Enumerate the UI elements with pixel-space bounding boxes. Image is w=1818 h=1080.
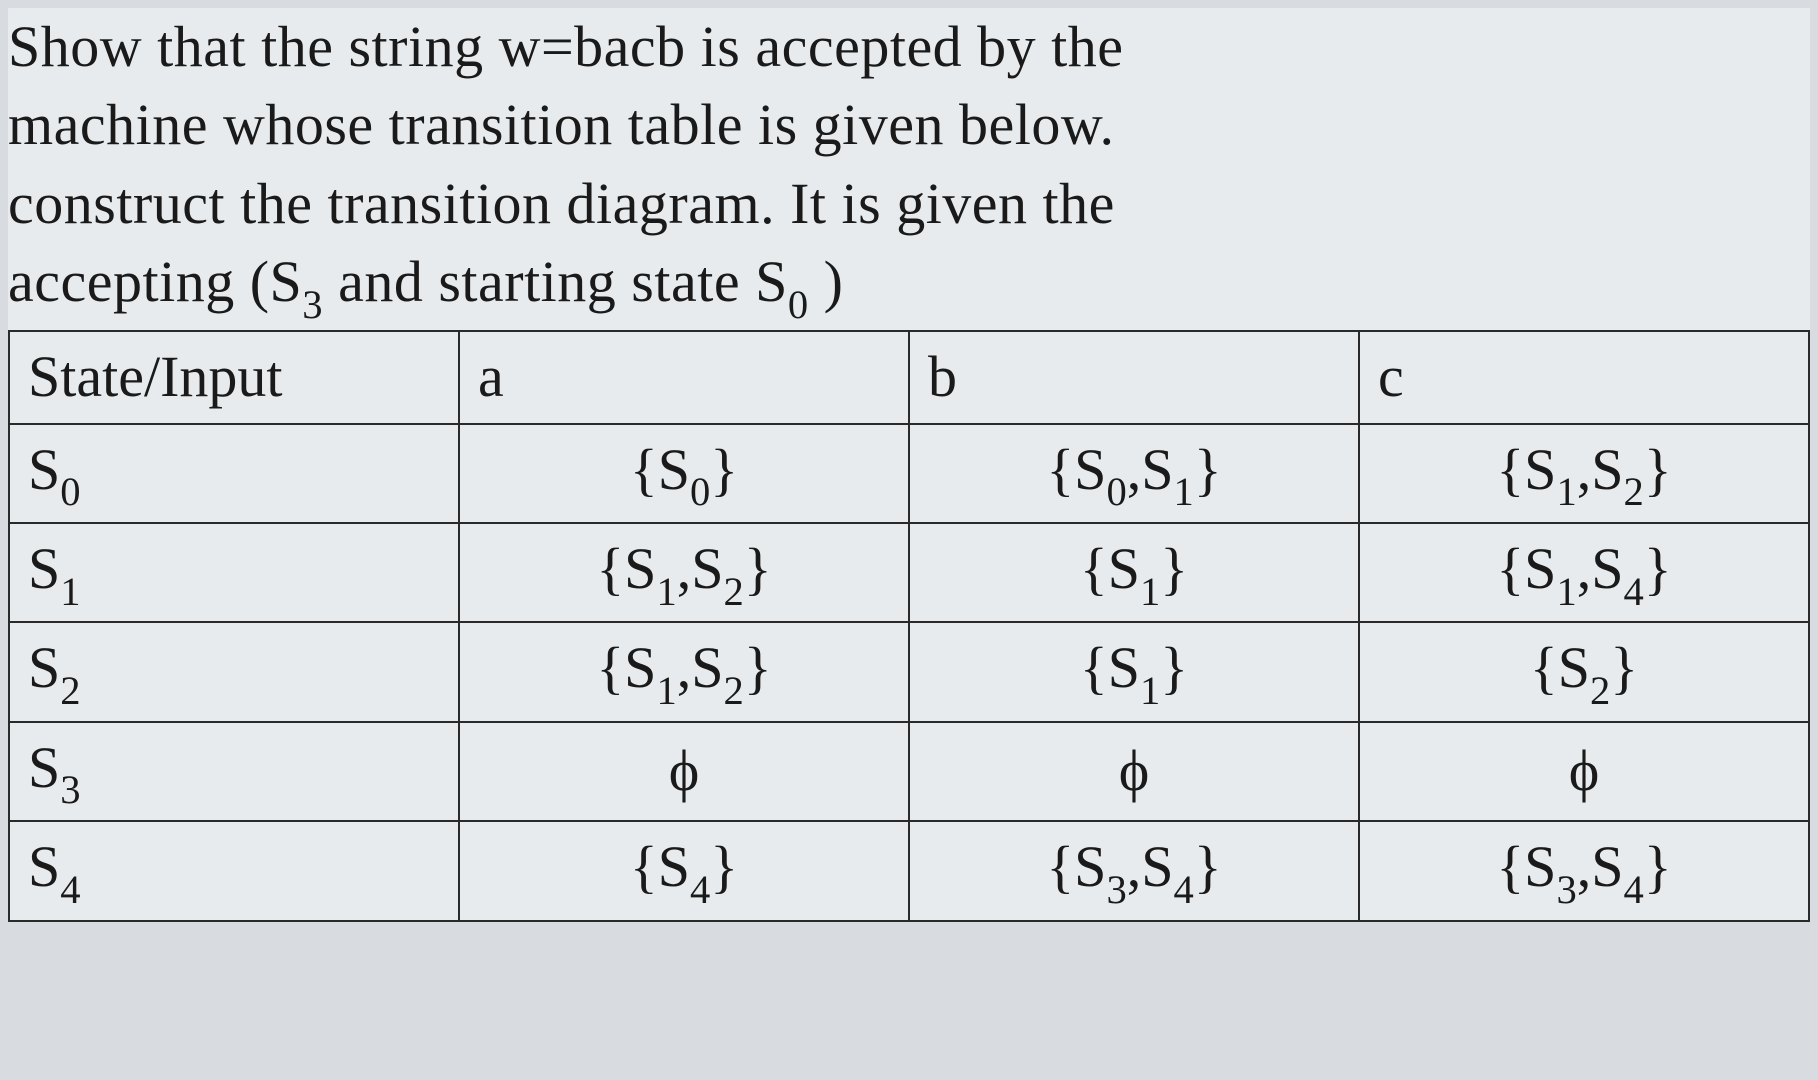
state-cell: S4	[9, 821, 459, 920]
cell-a: {S4}	[459, 821, 909, 920]
cell-c: {S1,S2}	[1359, 424, 1809, 523]
header-b: b	[909, 331, 1359, 423]
table-row: S1 {S1,S2} {S1} {S1,S4}	[9, 523, 1809, 622]
table-row: S3 ϕ ϕ ϕ	[9, 722, 1809, 821]
cell-c: {S3,S4}	[1359, 821, 1809, 920]
cell-c: {S2}	[1359, 622, 1809, 721]
document-page: Show that the string w=bacb is accepted …	[8, 8, 1810, 922]
cell-b: {S0,S1}	[909, 424, 1359, 523]
cell-c: ϕ	[1359, 722, 1809, 821]
cell-b: {S3,S4}	[909, 821, 1359, 920]
prompt-line-2: machine whose transition table is given …	[8, 86, 1810, 164]
prompt-line-4-prefix: accepting (S	[8, 249, 302, 314]
cell-b: ϕ	[909, 722, 1359, 821]
prompt-line-1: Show that the string w=bacb is accepted …	[8, 8, 1810, 86]
state-cell: S1	[9, 523, 459, 622]
table-row: S0 {S0} {S0,S1} {S1,S2}	[9, 424, 1809, 523]
state-cell: S2	[9, 622, 459, 721]
transition-table: State/Input a b c S0 {S0} {S0,S1} {S1,S2…	[8, 330, 1810, 921]
prompt-sub-0: 0	[788, 282, 809, 327]
cell-a: {S0}	[459, 424, 909, 523]
header-c: c	[1359, 331, 1809, 423]
prompt-line-4-mid: and starting state S	[323, 249, 788, 314]
cell-b: {S1}	[909, 622, 1359, 721]
header-a: a	[459, 331, 909, 423]
cell-a: {S1,S2}	[459, 523, 909, 622]
prompt-line-3: construct the transition diagram. It is …	[8, 165, 1810, 243]
table-row: S4 {S4} {S3,S4} {S3,S4}	[9, 821, 1809, 920]
cell-a: ϕ	[459, 722, 909, 821]
table-header-row: State/Input a b c	[9, 331, 1809, 423]
state-cell: S0	[9, 424, 459, 523]
table-row: S2 {S1,S2} {S1} {S2}	[9, 622, 1809, 721]
prompt-line-4-suffix: )	[809, 249, 844, 314]
prompt-sub-3: 3	[302, 282, 323, 327]
cell-c: {S1,S4}	[1359, 523, 1809, 622]
cell-a: {S1,S2}	[459, 622, 909, 721]
cell-b: {S1}	[909, 523, 1359, 622]
prompt-line-4: accepting (S3 and starting state S0 )	[8, 243, 1810, 328]
header-state-input: State/Input	[9, 331, 459, 423]
state-cell: S3	[9, 722, 459, 821]
prompt-text: Show that the string w=bacb is accepted …	[8, 8, 1810, 328]
